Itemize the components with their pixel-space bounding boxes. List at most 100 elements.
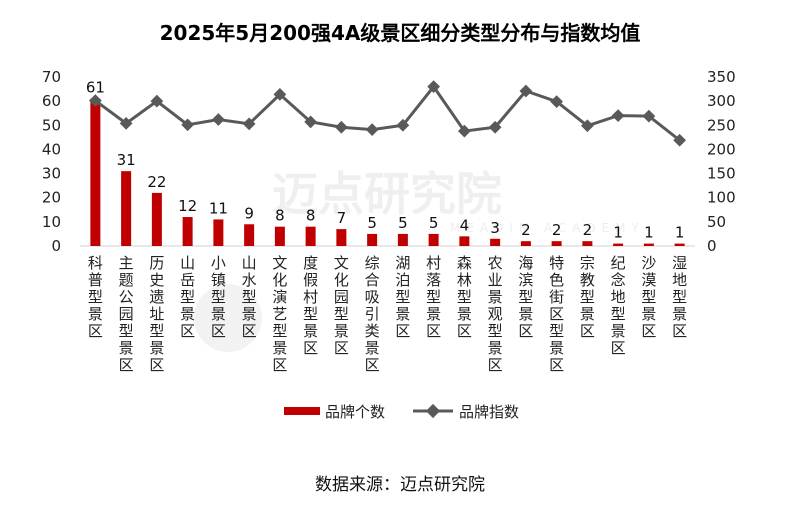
category-label: 山岳型景区 — [180, 254, 195, 340]
category-label: 宗教型景区 — [580, 254, 595, 340]
bar-series — [90, 98, 685, 246]
bar-value-label: 1 — [675, 224, 685, 242]
bar-value-label: 2 — [552, 221, 562, 239]
right-tick-label: 350 — [707, 68, 736, 86]
line-series — [89, 80, 686, 147]
bar-value-label: 1 — [644, 224, 654, 242]
category-label: 沙漠型景区 — [641, 254, 656, 340]
left-tick-label: 70 — [42, 68, 61, 86]
watermark: 迈点研究院 MEADIN ACADEMY — [194, 167, 645, 352]
bar-value-label: 7 — [337, 209, 347, 227]
index-point — [427, 80, 440, 94]
index-point — [335, 120, 348, 134]
bar-value-label: 2 — [583, 221, 593, 239]
bar — [274, 226, 285, 246]
left-tick-label: 50 — [42, 116, 61, 134]
bar-value-label: 12 — [178, 197, 197, 215]
bar — [674, 243, 685, 246]
bar — [582, 241, 593, 246]
bar — [428, 233, 439, 246]
bar-value-label: 3 — [490, 219, 500, 237]
bar-value-label: 61 — [86, 79, 105, 97]
bar-value-label: 22 — [147, 173, 166, 191]
index-line — [94, 84, 681, 142]
bar — [305, 226, 316, 246]
index-point — [212, 113, 225, 126]
right-tick-label: 250 — [707, 116, 736, 134]
category-label: 湖泊型景区 — [395, 254, 410, 340]
bar — [90, 98, 101, 246]
category-label: 山水型景区 — [242, 254, 257, 340]
index-point — [242, 117, 256, 131]
left-tick-label: 10 — [42, 213, 61, 231]
bar — [367, 233, 378, 246]
bar — [336, 229, 347, 246]
chart-title: 2025年5月200强4A级景区细分类型分布与指数均值 — [160, 21, 641, 45]
right-tick-label: 100 — [707, 189, 736, 207]
left-tick-label: 60 — [42, 92, 61, 110]
legend-line-label: 品牌指数 — [459, 403, 519, 421]
left-tick-label: 0 — [51, 237, 61, 255]
bar-value-label: 4 — [460, 216, 470, 234]
legend: 品牌个数 品牌指数 — [284, 403, 519, 421]
category-label: 综合吸引类景区 — [365, 254, 380, 374]
bar — [151, 192, 162, 246]
category-label: 森林型景区 — [457, 254, 472, 340]
bar — [643, 243, 654, 246]
watermark-subtext: MEADIN ACADEMY — [450, 221, 645, 235]
category-label: 特色街区型景区 — [549, 254, 564, 374]
category-label: 科普型景区 — [88, 254, 103, 340]
right-tick-label: 50 — [707, 213, 726, 231]
bar-value-label: 9 — [244, 204, 254, 222]
bar-value-label: 11 — [209, 199, 228, 217]
category-label: 村落型景区 — [426, 254, 441, 340]
source-note: 数据来源：迈点研究院 — [315, 475, 485, 495]
category-label: 海滨型景区 — [518, 254, 533, 340]
right-axis: 0 50 100 150 200 250 300 350 — [707, 68, 736, 255]
right-tick-label: 300 — [707, 92, 736, 110]
index-point — [273, 88, 287, 101]
category-label: 度假村型景区 — [303, 254, 318, 357]
bar — [551, 241, 562, 246]
bar — [490, 238, 501, 246]
left-tick-label: 40 — [42, 140, 61, 158]
bar-value-label: 5 — [367, 214, 377, 232]
category-label: 纪念地型景区 — [611, 254, 626, 357]
bar-value-label: 1 — [613, 224, 623, 242]
bar — [397, 233, 408, 246]
bar-value-label: 5 — [429, 214, 439, 232]
bar-value-label: 5 — [398, 214, 408, 232]
index-point — [181, 118, 194, 132]
bar — [182, 217, 193, 246]
category-label: 文化演艺型景区 — [272, 254, 287, 374]
bar — [613, 243, 624, 246]
right-tick-label: 150 — [707, 165, 736, 183]
index-point — [458, 124, 471, 138]
index-point — [396, 118, 410, 132]
index-point — [150, 94, 164, 108]
bar — [244, 224, 255, 246]
bar — [213, 219, 224, 246]
index-point — [365, 123, 379, 136]
bar — [459, 236, 470, 246]
index-point — [488, 120, 502, 134]
legend-line-marker — [425, 403, 441, 419]
left-tick-label: 20 — [42, 189, 61, 207]
category-label: 文化园型景区 — [334, 254, 349, 357]
index-point — [304, 115, 317, 129]
legend-bar-swatch — [284, 407, 320, 415]
category-label: 主题公园型景区 — [119, 254, 134, 374]
watermark-logo-circle — [194, 284, 262, 352]
bar-value-label: 8 — [275, 207, 285, 225]
legend-bar-label: 品牌个数 — [325, 403, 385, 421]
category-label: 小镇型景区 — [211, 254, 226, 340]
category-label: 历史遗址型景区 — [149, 254, 164, 374]
right-tick-label: 200 — [707, 140, 736, 158]
left-axis: 0 10 20 30 40 50 60 70 — [42, 68, 61, 255]
category-label: 农业景观型景区 — [488, 254, 503, 374]
index-point — [611, 109, 625, 122]
bar — [121, 171, 132, 246]
